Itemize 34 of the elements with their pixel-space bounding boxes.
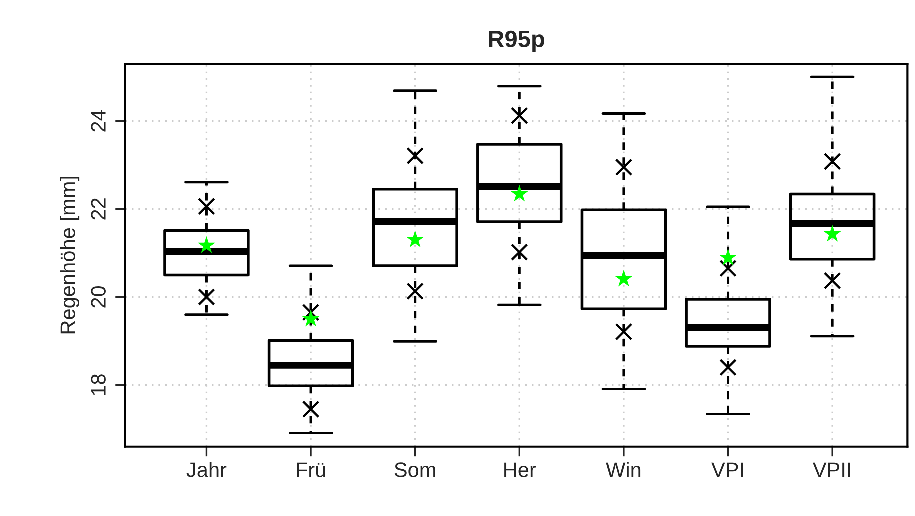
point [720, 260, 737, 278]
x-tick-label: VPI [712, 462, 744, 478]
x-tick-label: Her [504, 462, 536, 478]
point [302, 400, 320, 418]
chart-title: R95p [489, 30, 544, 52]
point [510, 184, 529, 202]
point [824, 224, 842, 242]
y-tick-label: 20 [91, 286, 106, 308]
point [824, 152, 842, 170]
x-tick-label: VPII [812, 462, 850, 478]
y-tick-label: 18 [91, 374, 106, 396]
point [406, 230, 424, 248]
point [719, 248, 738, 266]
x-tick-label: Jahr [186, 462, 227, 478]
point [198, 198, 216, 216]
point [302, 310, 320, 327]
point [510, 244, 528, 262]
y-axis-title: Regenhöhe [mm] [60, 176, 80, 334]
point [406, 147, 424, 165]
point [198, 236, 216, 254]
point [615, 323, 633, 341]
y-tick-label: 24 [91, 110, 106, 132]
point [720, 358, 737, 376]
y-tick-label: 22 [91, 198, 106, 220]
point [615, 158, 633, 176]
point [824, 272, 842, 290]
x-tick-label: Win [606, 462, 641, 478]
point [615, 270, 633, 287]
x-tick-label: Frü [297, 462, 326, 478]
x-tick-label: Som [394, 462, 436, 478]
point [406, 282, 424, 300]
point [302, 304, 320, 322]
point [198, 288, 216, 306]
point [510, 107, 528, 125]
